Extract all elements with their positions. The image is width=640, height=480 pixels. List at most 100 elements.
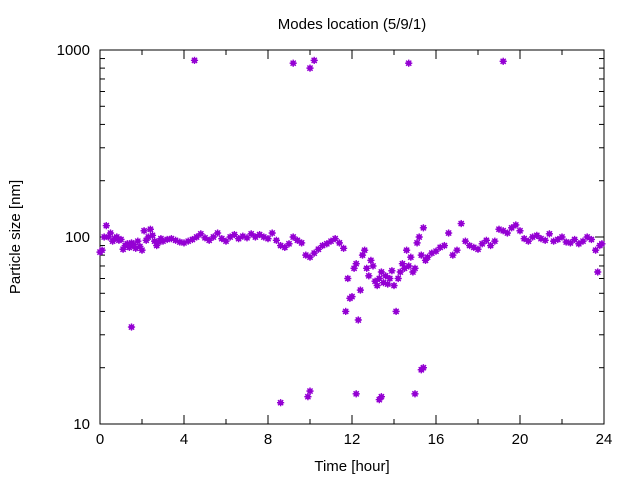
x-tick-label: 16 <box>428 431 445 448</box>
data-point <box>453 246 461 254</box>
data-point <box>197 230 205 238</box>
data-point <box>499 57 507 65</box>
data-point <box>293 236 301 244</box>
y-axis-label: Particle size [nm] <box>7 180 24 294</box>
data-point <box>289 59 297 67</box>
data-point <box>264 235 272 243</box>
data-point <box>98 246 106 254</box>
data-point <box>214 229 222 237</box>
data-point <box>411 264 419 272</box>
data-point <box>302 251 310 259</box>
data-point <box>598 240 606 248</box>
data-point <box>449 251 457 259</box>
data-point <box>190 56 199 64</box>
data-point <box>354 316 362 324</box>
data-point <box>457 219 465 228</box>
y-tick-label: 100 <box>65 229 90 246</box>
data-point <box>587 235 595 244</box>
data-point <box>407 253 415 261</box>
data-point <box>403 246 411 254</box>
data-point <box>247 230 255 238</box>
x-tick-label: 0 <box>96 431 104 448</box>
data-point <box>344 274 352 283</box>
data-point <box>405 59 413 67</box>
data-point <box>487 241 495 250</box>
data-point <box>272 236 280 244</box>
data-point <box>377 393 385 401</box>
data-point <box>352 260 360 268</box>
data-point <box>419 364 427 372</box>
x-tick-label: 24 <box>596 431 613 448</box>
data-points <box>96 56 606 407</box>
data-point <box>545 230 553 238</box>
data-point <box>106 229 115 237</box>
data-point <box>392 307 400 316</box>
data-point <box>335 239 343 247</box>
data-point <box>138 246 146 254</box>
data-point <box>193 233 201 241</box>
data-point <box>386 274 394 283</box>
data-point <box>251 233 259 241</box>
chart-title: Modes location (5/9/1) <box>278 16 426 33</box>
data-point <box>306 64 314 72</box>
x-tick-label: 8 <box>264 431 272 448</box>
data-point <box>140 227 148 235</box>
data-point <box>390 281 398 290</box>
data-point <box>417 251 425 259</box>
data-point <box>127 323 136 331</box>
data-point <box>367 256 375 264</box>
data-point <box>445 229 453 237</box>
data-point <box>594 268 602 276</box>
data-point <box>363 264 371 272</box>
data-point <box>365 272 373 280</box>
data-point <box>352 390 360 398</box>
x-tick-label: 20 <box>512 431 529 448</box>
data-point <box>146 225 154 233</box>
data-point <box>373 281 381 290</box>
data-point <box>440 241 448 250</box>
x-tick-label: 12 <box>344 431 361 448</box>
data-point <box>348 293 356 301</box>
x-tick-label: 4 <box>180 431 188 448</box>
data-point <box>277 399 285 407</box>
data-point <box>508 224 516 232</box>
data-point <box>277 241 285 250</box>
data-point <box>222 237 230 245</box>
data-point <box>388 267 396 275</box>
data-point <box>405 262 413 270</box>
data-point <box>382 272 390 280</box>
data-point <box>356 286 364 294</box>
data-point <box>396 268 404 276</box>
data-point <box>268 229 276 237</box>
data-point <box>432 247 440 255</box>
data-point <box>491 237 499 245</box>
data-point <box>512 221 520 229</box>
data-point <box>592 246 600 254</box>
data-point <box>361 246 369 254</box>
axis-ticks: 0 4 8 12 16 20 24 10 100 1000 <box>57 42 613 448</box>
x-axis-label: Time [hour] <box>314 458 389 475</box>
data-point <box>310 249 318 257</box>
data-point <box>323 240 331 248</box>
data-point <box>369 262 377 270</box>
data-point <box>209 233 217 241</box>
data-point <box>558 233 566 241</box>
data-point <box>306 387 314 395</box>
data-point <box>413 239 421 247</box>
data-point <box>304 393 312 401</box>
data-point <box>342 307 350 316</box>
data-point <box>499 227 507 235</box>
data-point <box>516 227 524 235</box>
data-point <box>419 224 427 232</box>
data-point <box>310 56 318 64</box>
data-point <box>384 280 392 288</box>
data-point <box>102 222 110 230</box>
data-point <box>474 245 482 253</box>
data-point <box>148 231 157 239</box>
data-point <box>285 240 293 248</box>
data-point <box>524 237 532 245</box>
data-point <box>239 232 247 240</box>
y-tick-label: 1000 <box>57 42 90 59</box>
data-point <box>298 239 306 247</box>
